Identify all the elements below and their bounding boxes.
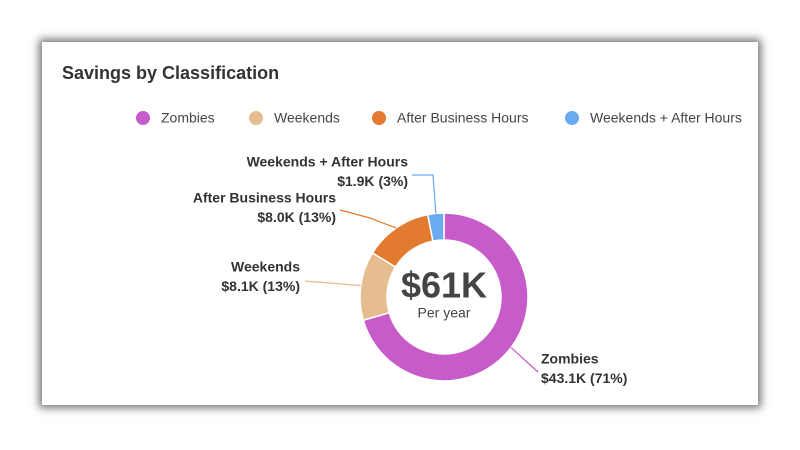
legend-swatch [249,111,263,125]
chart-title: Savings by Classification [62,63,279,83]
value-label: $8.0K [257,209,294,225]
legend-swatch [136,111,150,125]
slice-label: Zombies [541,351,599,367]
slice-value: $8.0K (13%) [257,209,336,225]
center-text: $61K [401,265,487,306]
legend-swatch [565,111,579,125]
legend-label: Zombies [161,110,215,126]
percent-label: (3%) [378,173,408,189]
slice-label: Weekends [231,259,300,275]
leader-line [339,209,397,229]
slice-value: $1.9K (3%) [337,173,408,189]
leader-line [412,174,437,214]
value-label: $8.1K [221,278,258,294]
donut-slice [362,212,529,382]
leader-line [304,280,361,287]
percent-label: (71%) [590,370,627,386]
slice-value: $43.1K (71%) [541,370,627,386]
value-label: $1.9K [337,173,374,189]
donut-slice [426,212,445,242]
legend-label: Weekends + After Hours [590,110,742,126]
center-subtext: Per year [418,305,471,321]
percent-label: (13%) [299,209,336,225]
slice-value: $8.1K (13%) [221,278,300,294]
legend-label: After Business Hours [397,110,529,126]
value-label: $43.1K [541,370,586,386]
legend-label: Weekends [274,110,340,126]
percent-label: (13%) [263,278,300,294]
legend-swatch [372,111,386,125]
leader-line [510,347,539,373]
slice-label: After Business Hours [193,190,336,206]
slice-label: Weekends + After Hours [247,154,409,170]
